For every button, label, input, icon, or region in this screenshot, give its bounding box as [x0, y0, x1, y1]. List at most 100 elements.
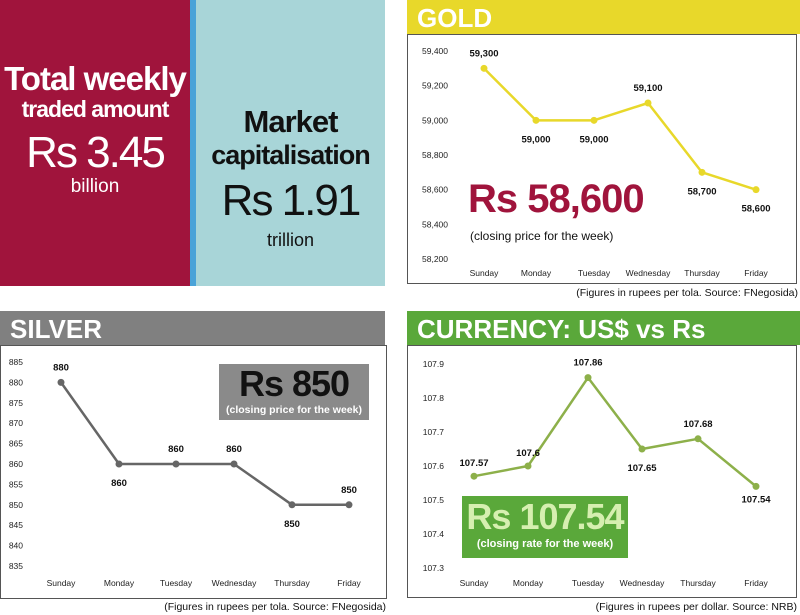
data-point [480, 64, 488, 72]
series-line [483, 67, 757, 191]
y-tick-label: 107.3 [423, 563, 445, 573]
data-label: 107.57 [459, 458, 488, 469]
traded-title-line2: traded amount [21, 96, 170, 122]
y-tick-label: 870 [9, 418, 23, 428]
data-label: 107.65 [627, 463, 657, 474]
data-label: 59,000 [521, 134, 550, 145]
data-point [584, 374, 592, 382]
currency-price-box: Rs 107.54 (closing rate for the week) [462, 496, 628, 558]
x-tick-label: Sunday [460, 578, 490, 588]
silver-footnote: (Figures in rupees per tola. Source: FNe… [164, 601, 386, 613]
x-tick-label: Friday [337, 578, 361, 588]
cap-unit: trillion [266, 230, 314, 250]
y-tick-label: 107.7 [423, 427, 445, 437]
x-tick-label: Wednesday [212, 578, 257, 588]
data-point [345, 501, 353, 509]
y-tick-label: 58,600 [422, 185, 448, 195]
data-label: 860 [111, 478, 127, 489]
gold-title: GOLD [417, 3, 493, 33]
data-label: 59,100 [633, 83, 662, 94]
traded-unit: billion [70, 176, 120, 197]
y-tick-label: 835 [9, 561, 23, 571]
x-tick-label: Monday [104, 578, 135, 588]
cap-title-line2: capitalisation [211, 140, 371, 170]
silver-chart: 885 880 875 870 865 860 855 850 845 840 835 880 Sund… [9, 357, 362, 588]
y-tick-label: 58,400 [422, 219, 448, 229]
traded-value: Rs 3.45 [26, 128, 166, 177]
traded-amount-panel: Total weekly traded amount Rs 3.45 billi… [0, 0, 190, 286]
data-point [288, 501, 296, 509]
y-tick-label: 885 [9, 357, 23, 367]
data-label: 850 [341, 485, 357, 496]
data-label: 58,600 [741, 204, 770, 215]
gold-footnote: (Figures in rupees per tola. Source: FNe… [576, 287, 798, 299]
series-line [59, 381, 349, 507]
data-point [230, 460, 238, 468]
currency-headline: Rs 107.54 [466, 496, 624, 537]
x-tick-label: Tuesday [160, 578, 193, 588]
silver-price-box: Rs 850 (closing price for the week) [219, 364, 369, 420]
x-tick-label: Wednesday [620, 578, 665, 588]
traded-title-line1: Total weekly [4, 60, 187, 97]
x-tick-label: Tuesday [578, 268, 611, 278]
currency-title-bar: CURRENCY: US$ vs Rs [407, 311, 800, 345]
y-tick-label: 855 [9, 479, 23, 489]
y-tick-label: 875 [9, 398, 23, 408]
data-label: 59,000 [579, 134, 608, 145]
x-tick-label: Monday [521, 268, 552, 278]
data-point [172, 460, 180, 468]
x-tick-label: Friday [744, 578, 768, 588]
x-tick-label: Monday [513, 578, 544, 588]
x-tick-label: Friday [744, 268, 768, 278]
x-tick-label: Tuesday [572, 578, 605, 588]
gold-chart-frame: 59,400 59,200 59,000 58,800 58,600 58,400 58,2… [407, 34, 797, 284]
currency-title: CURRENCY: US$ vs Rs [417, 314, 706, 344]
y-tick-label: 880 [9, 377, 23, 387]
data-label: 880 [53, 362, 69, 373]
panel-divider [190, 0, 196, 286]
y-tick-label: 59,200 [422, 81, 448, 91]
data-point [638, 445, 646, 453]
data-label: 850 [284, 519, 300, 530]
x-tick-label: Thursday [680, 578, 716, 588]
cap-value: Rs 1.91 [221, 176, 362, 225]
gold-title-bar: GOLD [407, 0, 800, 34]
market-cap-panel: Market capitalisation Rs 1.91 trillion [196, 0, 385, 286]
silver-headline: Rs 850 [238, 363, 350, 404]
cap-title-line1: Market [243, 104, 339, 139]
currency-footnote: (Figures in rupees per dollar. Source: N… [595, 601, 797, 613]
y-tick-label: 58,200 [422, 254, 448, 264]
data-point [752, 186, 760, 194]
x-tick-label: Thursday [684, 268, 720, 278]
data-point [57, 378, 65, 386]
data-point [752, 482, 760, 490]
data-label: 59,300 [469, 48, 498, 59]
gold-chart: 59,400 59,200 59,000 58,800 58,600 58,400 58,2… [422, 46, 771, 278]
data-point [115, 460, 123, 468]
series-line [473, 376, 757, 488]
x-tick-label: Sunday [470, 268, 500, 278]
currency-subline: (closing rate for the week) [476, 538, 614, 550]
data-label: 860 [226, 444, 242, 455]
silver-title-bar: SILVER [0, 311, 385, 345]
data-point [590, 116, 598, 124]
gold-subline: (closing price for the week) [470, 229, 614, 243]
silver-chart-frame: 885 880 875 870 865 860 855 850 845 840 835 880 Sund… [0, 345, 387, 599]
x-tick-label: Sunday [47, 578, 77, 588]
data-point [524, 462, 532, 470]
y-tick-label: 845 [9, 520, 23, 530]
currency-chart-frame: 107.9 107.8 107.7 107.6 107.5 107.4 107.3 107.5… [407, 345, 797, 598]
data-label: 107.68 [683, 419, 712, 430]
y-tick-label: 59,000 [422, 115, 448, 125]
y-tick-label: 107.6 [423, 461, 445, 471]
y-tick-label: 107.4 [423, 529, 445, 539]
data-label: 107.6 [516, 448, 540, 459]
y-tick-label: 58,800 [422, 150, 448, 160]
data-point [644, 99, 652, 107]
data-point [698, 168, 706, 176]
x-tick-label: Thursday [274, 578, 310, 588]
y-tick-label: 107.5 [423, 495, 445, 505]
data-point [532, 116, 540, 124]
y-tick-label: 59,400 [422, 46, 448, 56]
gold-headline: Rs 58,600 [468, 177, 645, 221]
